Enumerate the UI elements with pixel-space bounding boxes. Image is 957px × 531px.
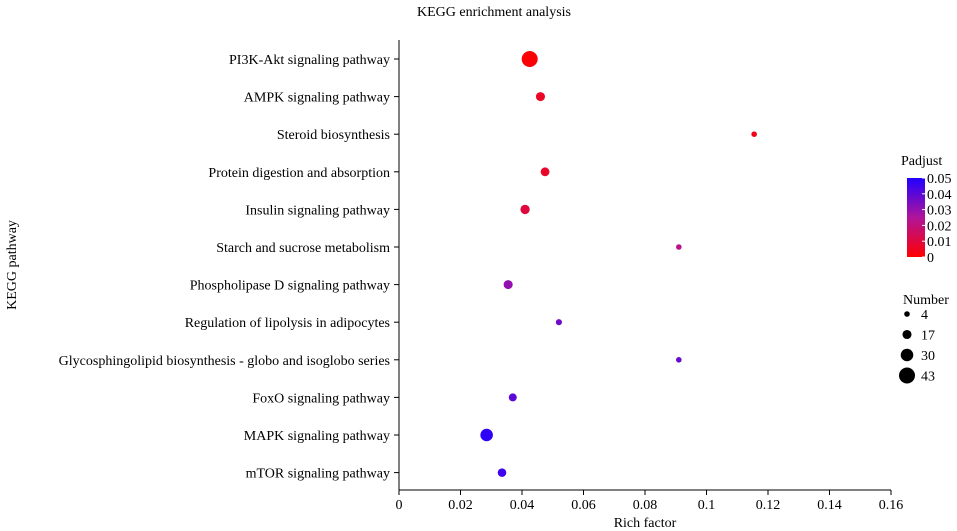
x-tick-label: 0.06: [571, 498, 596, 513]
number-legend-label: 43: [921, 370, 935, 385]
y-tick-label: FoxO signaling pathway: [252, 391, 390, 406]
data-point: [540, 167, 550, 177]
y-tick-label: Protein digestion and absorption: [208, 166, 390, 181]
number-legend-label: 4: [921, 308, 928, 323]
x-tick-label: 0: [396, 498, 403, 513]
padjust-color-bar: [907, 178, 925, 257]
data-point: [676, 244, 682, 250]
padjust-legend: Padjust 00.010.020.030.040.05: [901, 154, 952, 266]
x-tick-label: 0.16: [879, 498, 904, 513]
x-tick-label: 0.1: [698, 498, 716, 513]
data-point: [480, 428, 493, 442]
y-tick-label: Starch and sucrose metabolism: [216, 241, 390, 256]
padjust-tick-label: 0: [927, 251, 934, 266]
y-tick-label: Steroid biosynthesis: [277, 128, 390, 143]
x-axis-label: Rich factor: [614, 516, 677, 531]
data-point: [676, 357, 682, 363]
data-point: [751, 131, 757, 137]
data-point: [508, 393, 517, 402]
y-tick-label: mTOR signaling pathway: [246, 467, 390, 482]
y-tick-label: PI3K-Akt signaling pathway: [229, 53, 390, 68]
data-point: [555, 319, 562, 326]
data-point: [535, 92, 545, 102]
number-legend-dot: [904, 311, 910, 317]
y-tick-label: Insulin signaling pathway: [245, 203, 390, 218]
x-tick-label: 0.08: [633, 498, 658, 513]
data-point: [497, 468, 507, 477]
x-tick-label: 0.04: [510, 498, 535, 513]
y-tick-label: MAPK signaling pathway: [244, 429, 390, 444]
padjust-tick-label: 0.02: [927, 219, 952, 234]
data-point: [520, 204, 530, 215]
y-tick-label: Glycosphingolipid biosynthesis - globo a…: [59, 354, 390, 369]
data-point: [503, 280, 513, 290]
x-tick-label: 0.02: [448, 498, 473, 513]
x-tick-label: 0.12: [756, 498, 781, 513]
x-tick-label: 0.14: [817, 498, 842, 513]
padjust-legend-title: Padjust: [901, 154, 942, 169]
padjust-tick-label: 0.03: [927, 204, 952, 219]
padjust-tick-label: 0.04: [927, 188, 952, 203]
y-tick-label: Phospholipase D signaling pathway: [190, 279, 390, 294]
number-legend-title: Number: [903, 293, 949, 308]
y-tick-label: Regulation of lipolysis in adipocytes: [185, 316, 390, 331]
y-axis-label: KEGG pathway: [5, 220, 20, 310]
number-legend-dot: [902, 329, 912, 340]
number-legend-dot: [899, 367, 915, 384]
chart-title: KEGG enrichment analysis: [417, 5, 571, 20]
number-legend-label: 17: [921, 329, 935, 344]
y-tick-label: AMPK signaling pathway: [244, 91, 390, 106]
number-legend-dot: [900, 348, 914, 362]
padjust-tick-label: 0.05: [927, 172, 952, 187]
padjust-tick-label: 0.01: [927, 235, 952, 250]
data-point: [521, 51, 538, 67]
number-legend-label: 30: [921, 349, 935, 364]
number-legend: Number 4 17 30 43: [899, 293, 949, 385]
